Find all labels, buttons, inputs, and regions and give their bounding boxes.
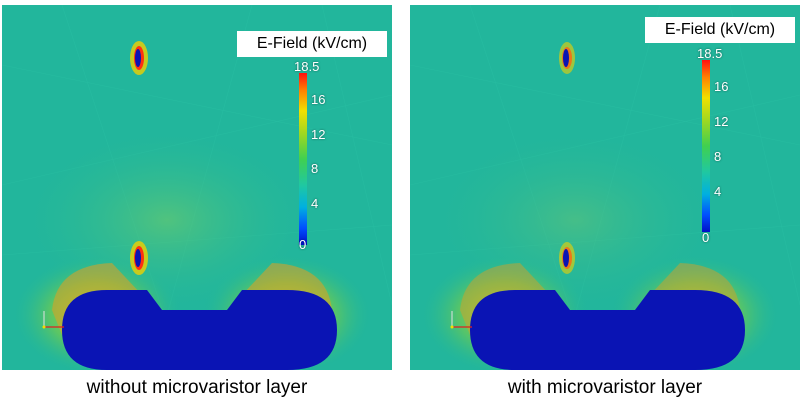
scale-tick-right: 4	[714, 184, 722, 199]
upper-electrode-tip	[559, 42, 575, 74]
caption-without-layer: without microvaristor layer	[86, 377, 308, 398]
scale-tick-right: 12	[714, 114, 729, 129]
axes-triad-icon	[40, 303, 70, 333]
scale-tick-right: 8	[714, 149, 722, 164]
scale-tick-left: 4	[311, 196, 319, 211]
scale-tick-right: 16	[714, 79, 729, 94]
scale-tick-left: 8	[311, 161, 319, 176]
scale-min-left: 0	[299, 237, 307, 252]
scale-max-left: 18.5	[294, 59, 320, 74]
scale-tick-left: 16	[311, 92, 326, 107]
caption-with-layer: with microvaristor layer	[507, 377, 703, 398]
efield-plot-right	[410, 5, 800, 370]
scale-max-right: 18.5	[697, 46, 723, 61]
scale-min-right: 0	[702, 230, 710, 245]
colorbar-left	[299, 73, 307, 245]
simulation-panel-without-layer: E-Field (kV/cm)	[2, 5, 392, 370]
legend-title: E-Field (kV/cm)	[237, 31, 387, 57]
axes-triad-icon	[448, 303, 478, 333]
upper-electrode-tip	[130, 41, 148, 75]
colorbar-right	[702, 60, 710, 232]
conductor-body	[62, 290, 337, 370]
scale-tick-left: 12	[311, 127, 326, 142]
efield-plot-left	[2, 5, 392, 370]
lower-electrode-tip	[559, 242, 575, 274]
legend-title: E-Field (kV/cm)	[645, 17, 795, 43]
conductor-body	[470, 290, 745, 370]
simulation-panel-with-layer: E-Field (kV/cm)	[410, 5, 800, 370]
lower-electrode-tip	[130, 241, 148, 275]
